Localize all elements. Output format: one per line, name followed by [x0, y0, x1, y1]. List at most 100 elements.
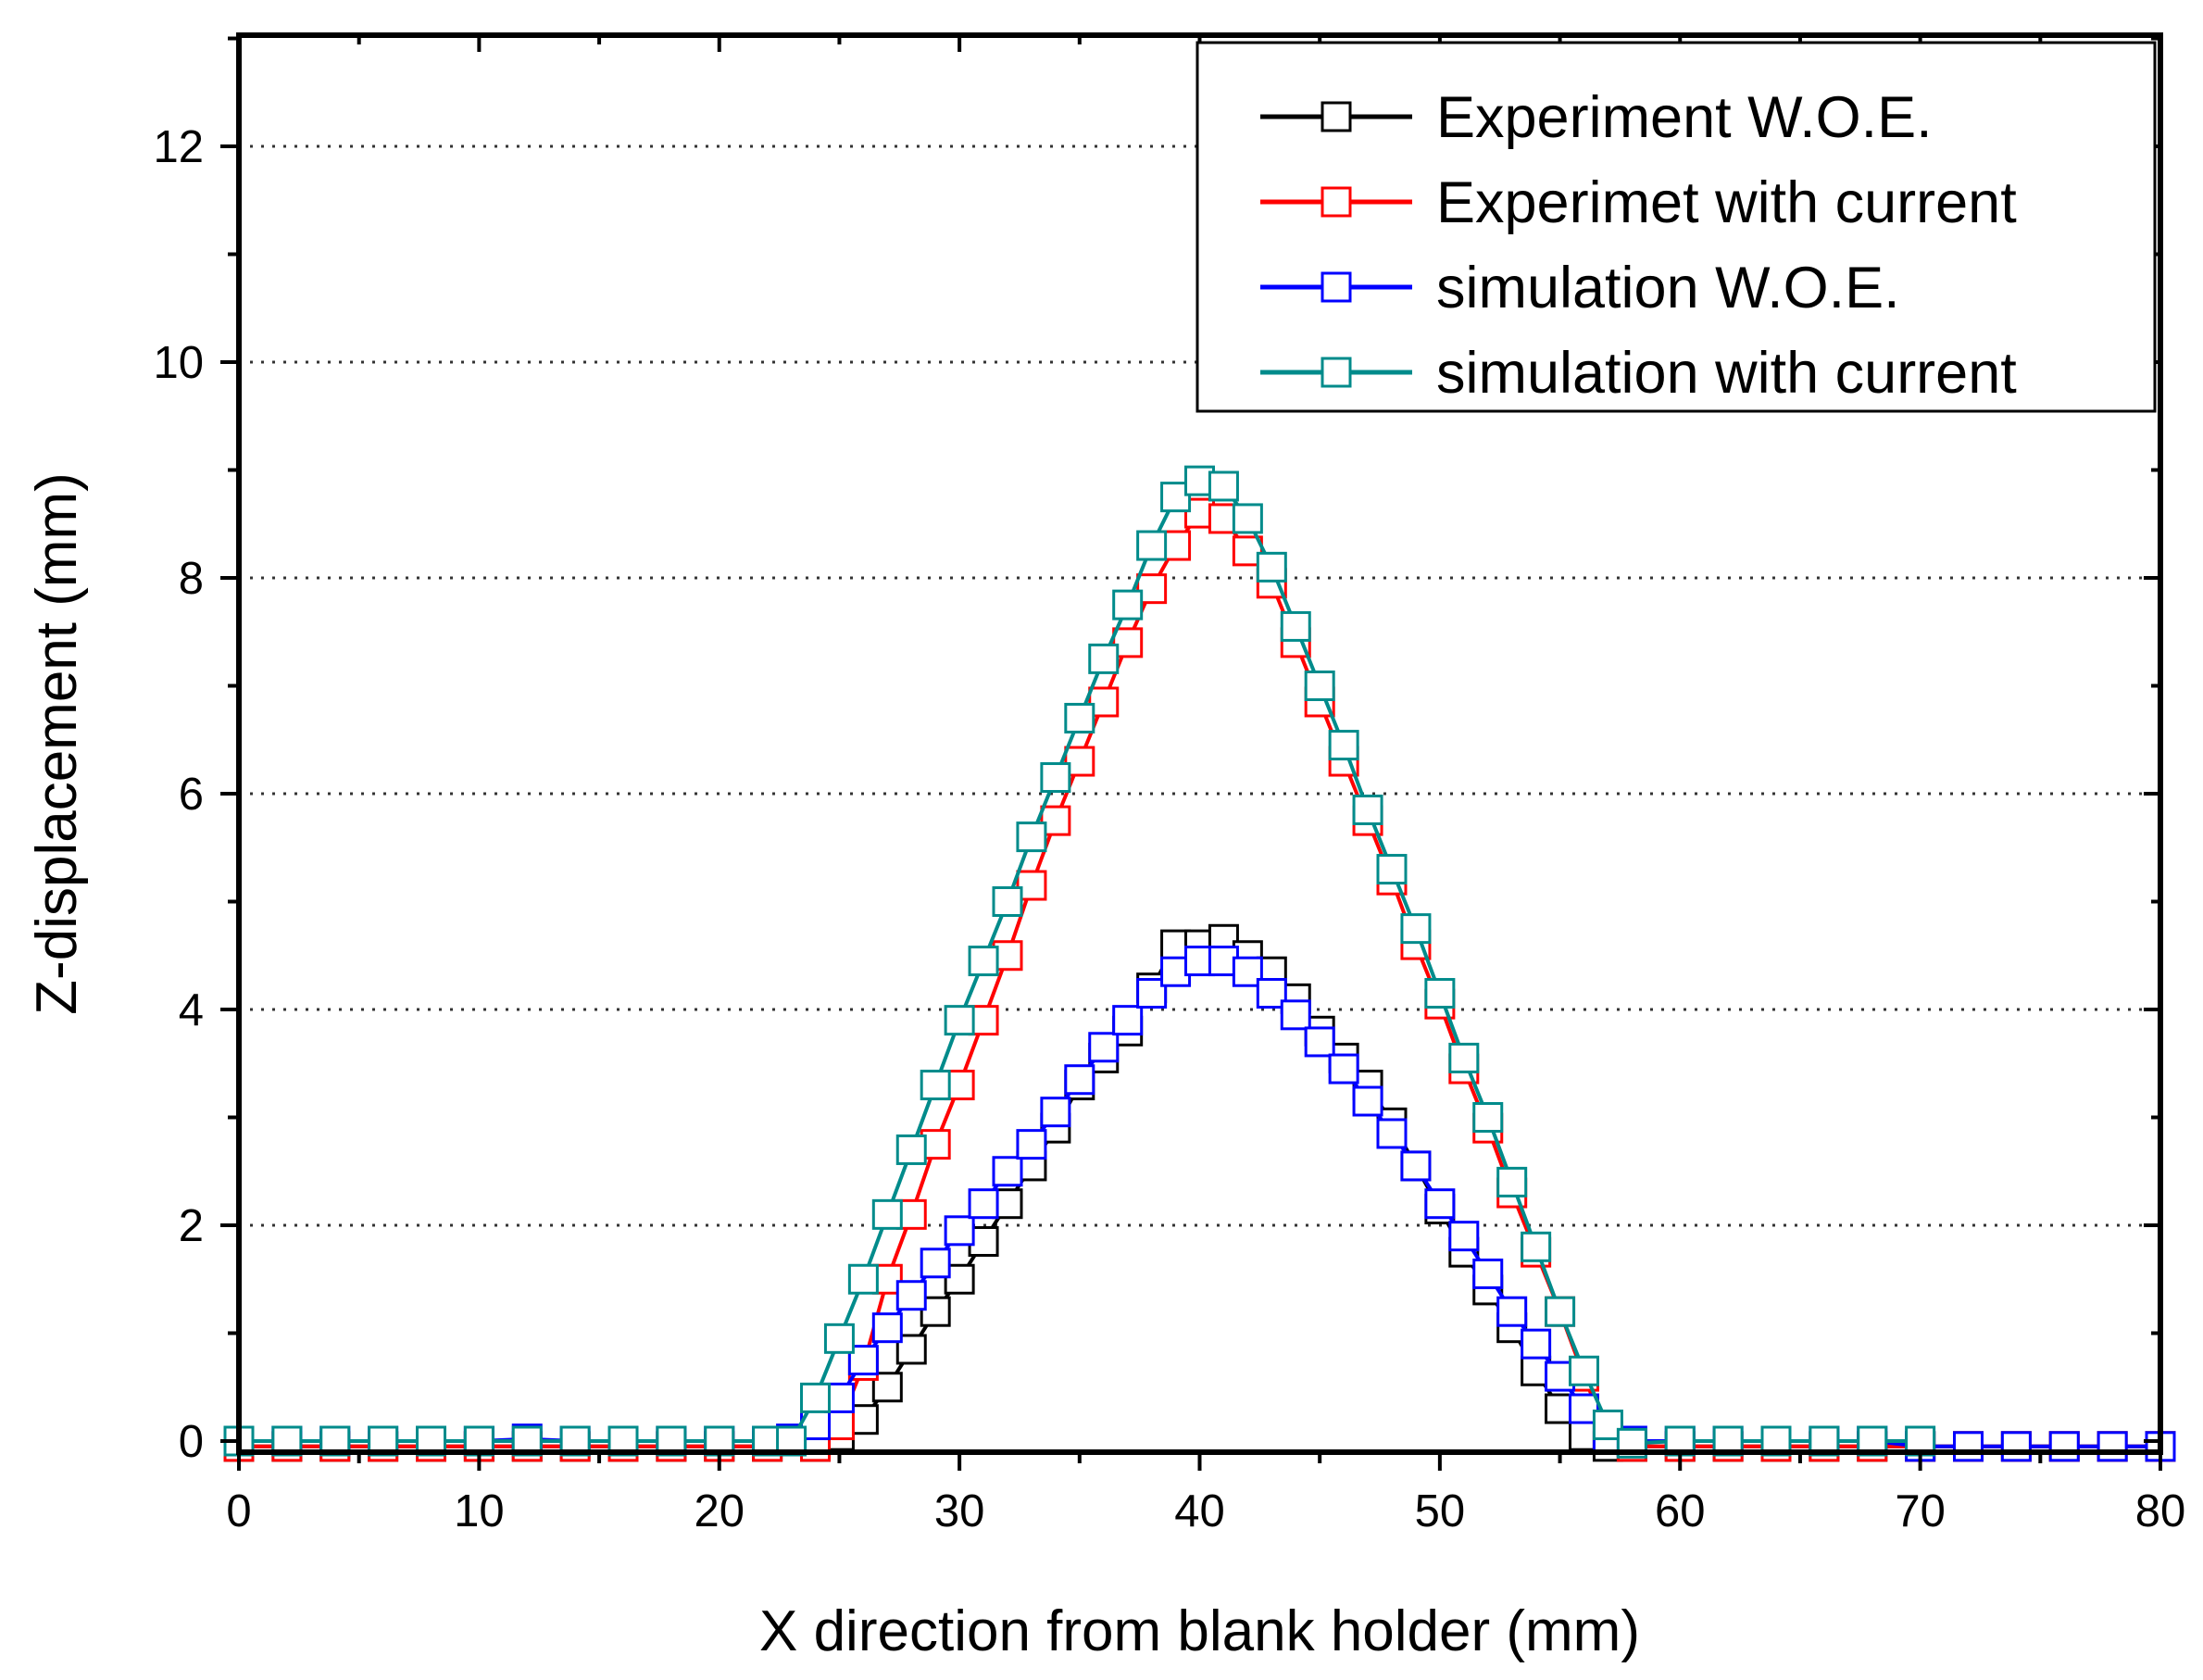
data-point	[1545, 1296, 1576, 1327]
legend-item-experiment-w-o-e: Experiment W.O.E.	[1260, 85, 1933, 150]
y-tick-label: 2	[179, 1201, 204, 1251]
data-point	[1592, 1410, 1623, 1441]
data-point	[1400, 1150, 1432, 1182]
y-tick-label: 4	[179, 985, 204, 1035]
data-point	[1521, 1328, 1552, 1360]
data-point	[1448, 1221, 1480, 1252]
data-point	[871, 1198, 903, 1230]
data-point	[920, 1070, 951, 1101]
data-point	[1136, 978, 1168, 1009]
data-point	[1280, 999, 1311, 1031]
data-point	[1376, 854, 1408, 885]
legend-label: simulation with current	[1436, 341, 2017, 406]
series-experiment-w-o-e	[223, 923, 2176, 1462]
series-line	[239, 478, 1921, 1446]
series-layer	[223, 465, 2176, 1462]
data-point	[968, 1188, 999, 1220]
data-point	[871, 1312, 903, 1344]
x-axis-title: X direction from blank holder (mm)	[759, 1599, 1640, 1663]
legend-label: Experiment W.O.E.	[1436, 85, 1933, 150]
x-axis: 0 10 20 30 40 50 60 70 80	[226, 35, 2185, 1536]
data-point	[1448, 1042, 1480, 1073]
y-axis: 0 2 4 6 8 10 12	[153, 36, 2160, 1467]
legend-item-simulation-with-current: simulation with current	[1260, 341, 2017, 406]
y-tick-label: 12	[153, 122, 204, 172]
legend-marker	[1321, 101, 1352, 132]
data-point	[1016, 821, 1047, 853]
y-tick-label: 0	[179, 1417, 204, 1467]
y-tick-label: 6	[179, 770, 204, 820]
data-point	[1256, 978, 1287, 1009]
data-point	[1472, 1258, 1504, 1289]
legend-marker	[1321, 357, 1352, 388]
data-point	[1352, 794, 1383, 825]
data-point	[1400, 913, 1432, 945]
data-point	[1953, 1431, 1984, 1462]
x-tick-label: 20	[694, 1486, 745, 1536]
x-tick-label: 0	[226, 1486, 251, 1536]
legend-item-simulation-w-o-e: simulation W.O.E.	[1260, 256, 1900, 320]
x-tick-label: 70	[1895, 1486, 1946, 1536]
legend-box	[1195, 41, 2157, 413]
data-point	[944, 1005, 975, 1036]
x-tick-label: 60	[1655, 1486, 1706, 1536]
data-point	[1112, 1005, 1144, 1036]
legend-marker	[1321, 186, 1352, 218]
y-tick-label: 10	[153, 338, 204, 388]
data-point	[1304, 1026, 1335, 1058]
data-point	[800, 1382, 831, 1413]
data-point	[1304, 671, 1335, 701]
data-point	[992, 1156, 1023, 1187]
data-point	[1064, 1064, 1095, 1096]
data-point	[1064, 702, 1095, 733]
data-point	[1521, 1231, 1552, 1262]
data-point	[1232, 503, 1263, 534]
data-point	[1569, 1355, 1599, 1386]
data-point	[1112, 589, 1144, 621]
data-point	[847, 1263, 879, 1295]
data-point	[895, 1280, 927, 1311]
data-point	[1208, 470, 1239, 502]
data-point	[992, 886, 1023, 917]
data-point	[1496, 1296, 1528, 1327]
data-point	[1424, 1188, 1456, 1220]
series-simulation-with-current	[223, 465, 1936, 1459]
legend-label: simulation W.O.E.	[1436, 256, 1900, 320]
x-tick-label: 80	[2135, 1486, 2186, 1536]
legend-label: Experimet with current	[1436, 170, 2017, 235]
data-point	[944, 1263, 975, 1295]
data-point	[1040, 762, 1071, 794]
data-point	[1088, 1032, 1120, 1063]
data-point	[2097, 1431, 2128, 1462]
x-tick-label: 50	[1415, 1486, 1466, 1536]
data-point	[2048, 1431, 2080, 1462]
data-point	[1472, 1102, 1504, 1133]
series-experimet-with-current	[223, 497, 2176, 1462]
data-point	[1496, 1166, 1528, 1197]
data-point	[920, 1247, 951, 1279]
series-line	[239, 510, 2160, 1448]
data-point	[1376, 1118, 1408, 1149]
series-line	[239, 937, 2160, 1448]
data-point	[1040, 1097, 1071, 1128]
legend: Experiment W.O.E. Experimet with current s…	[1195, 41, 2157, 413]
legend-marker	[1321, 271, 1352, 303]
data-point	[920, 1296, 951, 1327]
x-tick-label: 30	[934, 1486, 985, 1536]
x-tick-label: 10	[454, 1486, 505, 1536]
data-point	[895, 1134, 927, 1165]
data-point	[1328, 1053, 1359, 1084]
data-point	[1088, 643, 1120, 674]
data-point	[968, 946, 999, 977]
data-point	[823, 1323, 855, 1354]
legend-item-experimet-with-current: Experimet with current	[1260, 170, 2017, 235]
data-point	[1424, 978, 1456, 1009]
y-tick-label: 8	[179, 554, 204, 604]
data-point	[2000, 1431, 2032, 1462]
data-point	[1064, 746, 1095, 777]
data-point	[1328, 730, 1359, 761]
data-point	[1352, 1085, 1383, 1117]
data-point	[1256, 551, 1287, 583]
data-point	[1569, 1393, 1599, 1424]
